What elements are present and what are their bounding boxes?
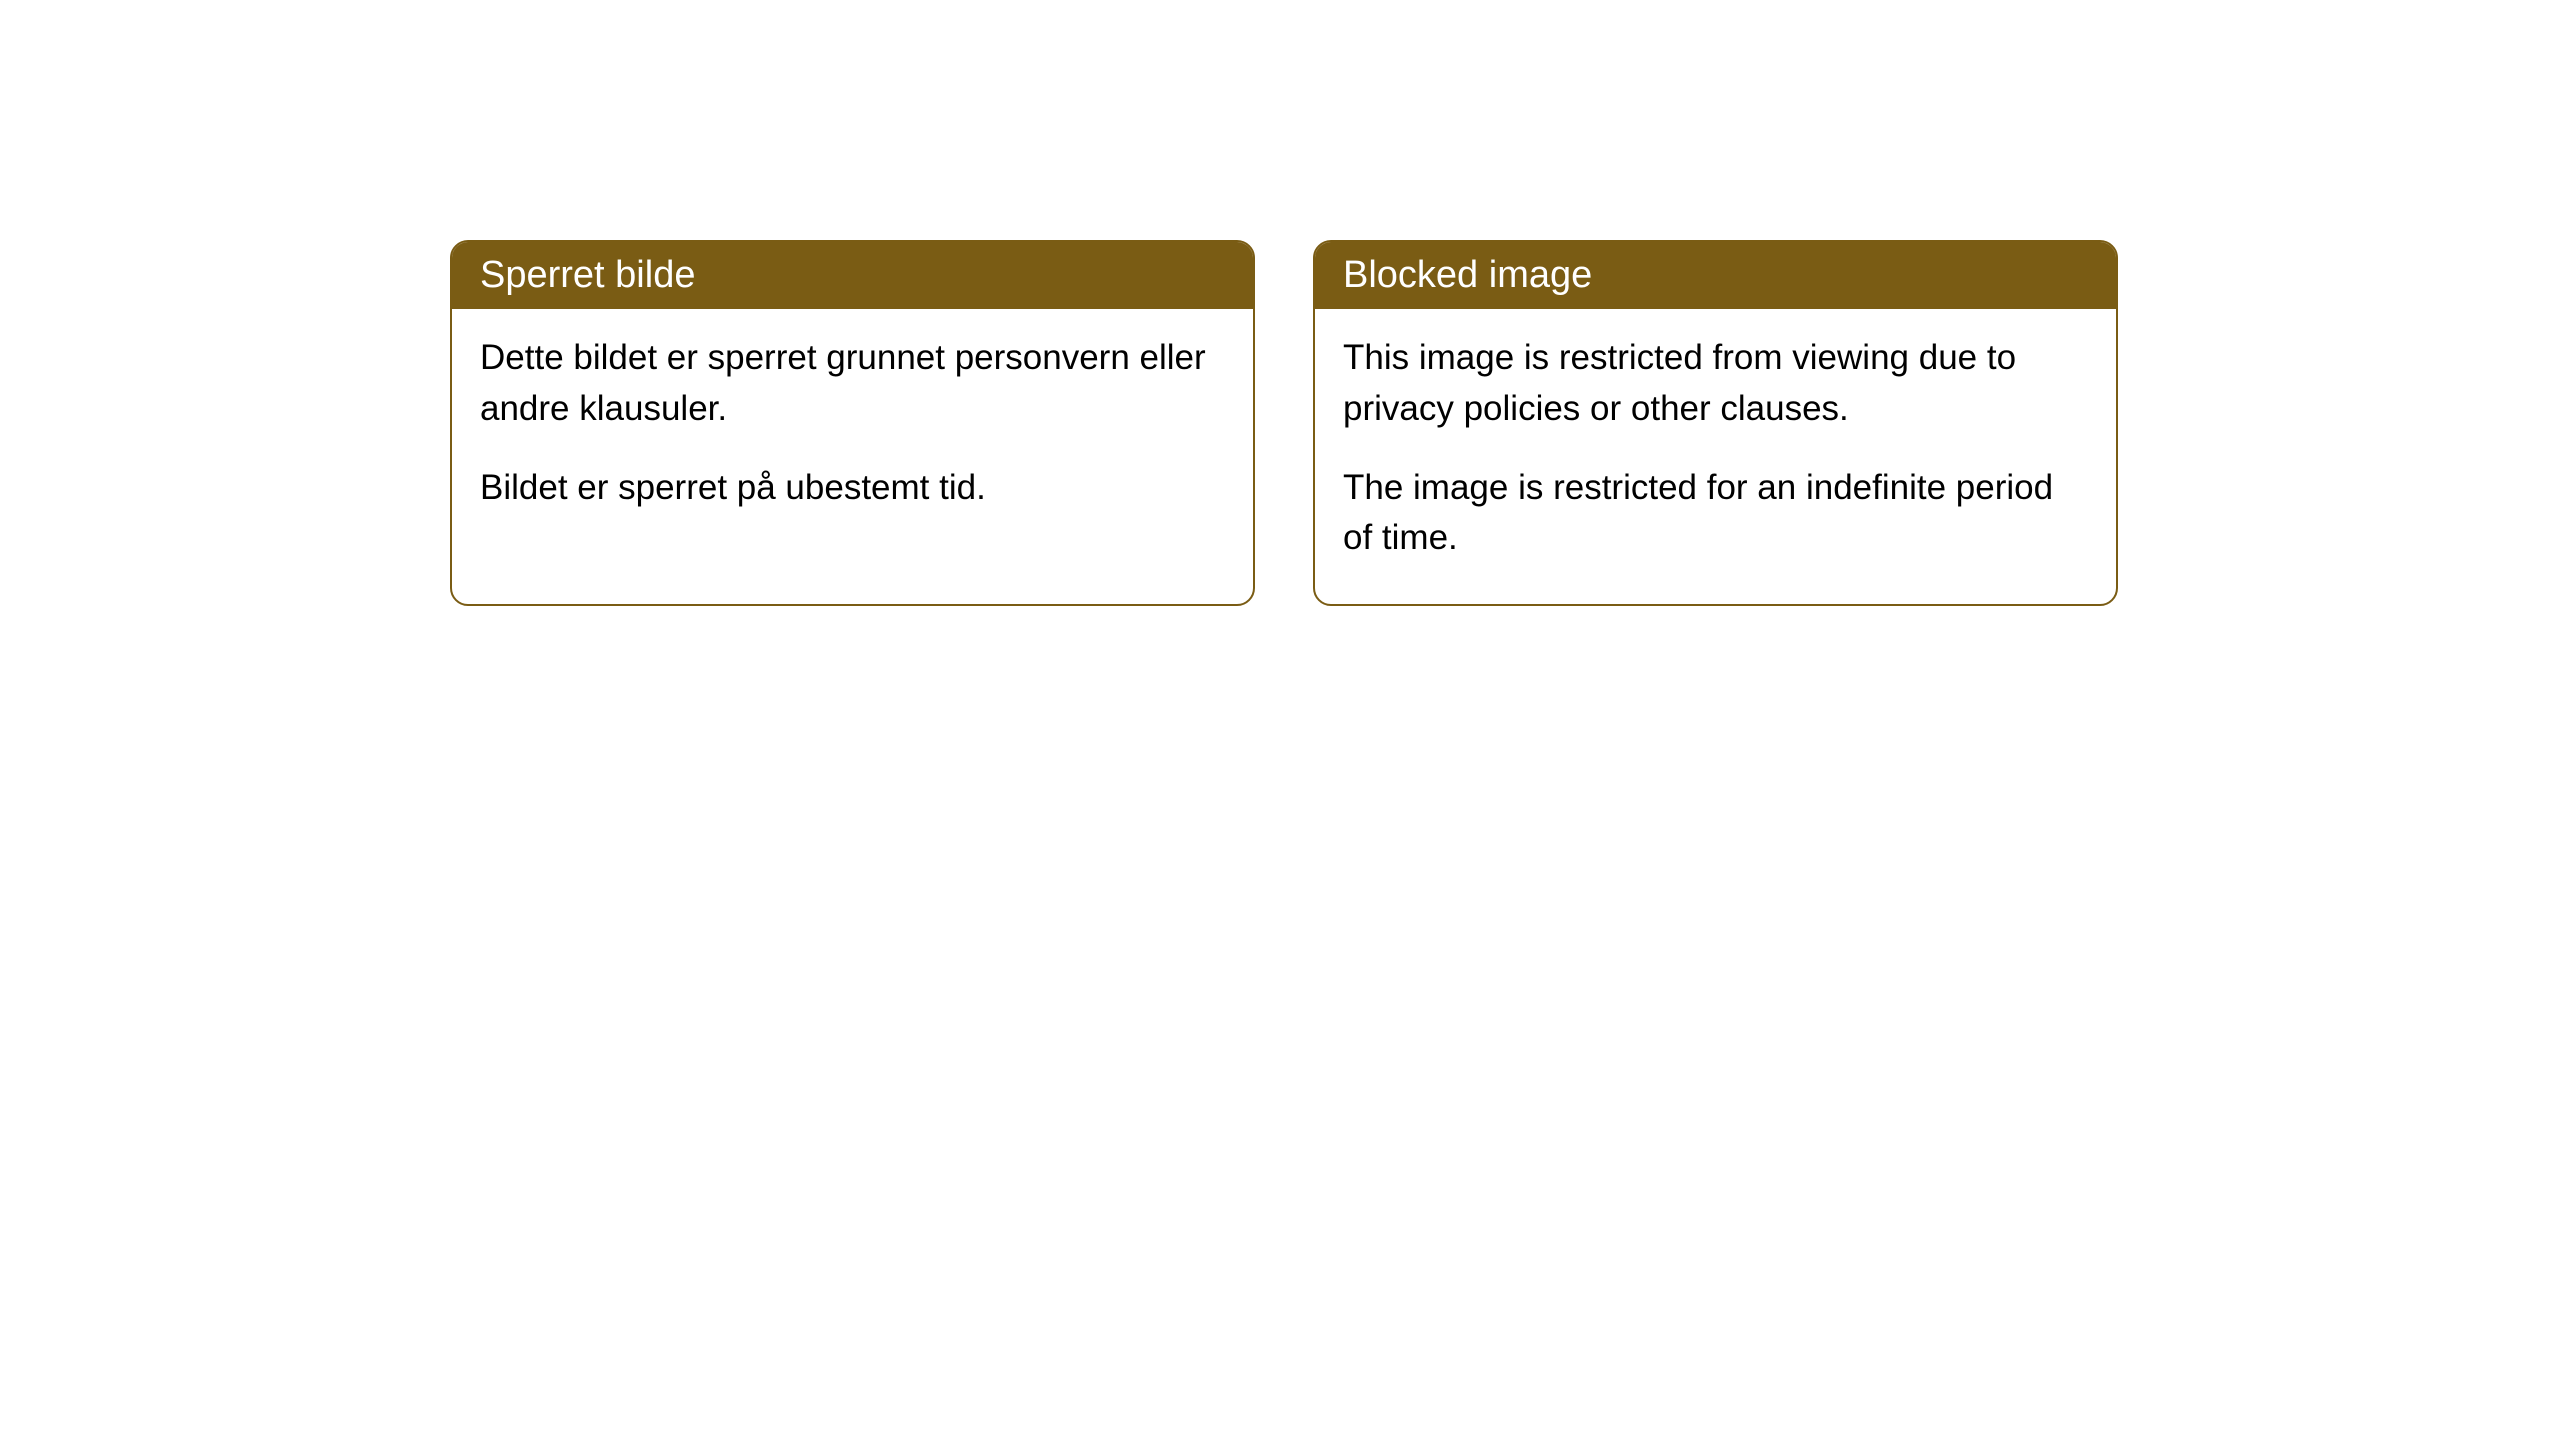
card-paragraph: The image is restricted for an indefinit… [1343, 463, 2088, 565]
card-header: Blocked image [1315, 242, 2116, 309]
card-paragraph: Bildet er sperret på ubestemt tid. [480, 463, 1225, 514]
card-body: Dette bildet er sperret grunnet personve… [452, 309, 1253, 553]
notice-card-english: Blocked image This image is restricted f… [1313, 240, 2118, 606]
card-title: Sperret bilde [480, 254, 695, 296]
card-paragraph: This image is restricted from viewing du… [1343, 333, 2088, 435]
card-paragraph: Dette bildet er sperret grunnet personve… [480, 333, 1225, 435]
notice-cards-container: Sperret bilde Dette bildet er sperret gr… [450, 240, 2118, 606]
notice-card-norwegian: Sperret bilde Dette bildet er sperret gr… [450, 240, 1255, 606]
card-title: Blocked image [1343, 254, 1592, 296]
card-header: Sperret bilde [452, 242, 1253, 309]
card-body: This image is restricted from viewing du… [1315, 309, 2116, 604]
